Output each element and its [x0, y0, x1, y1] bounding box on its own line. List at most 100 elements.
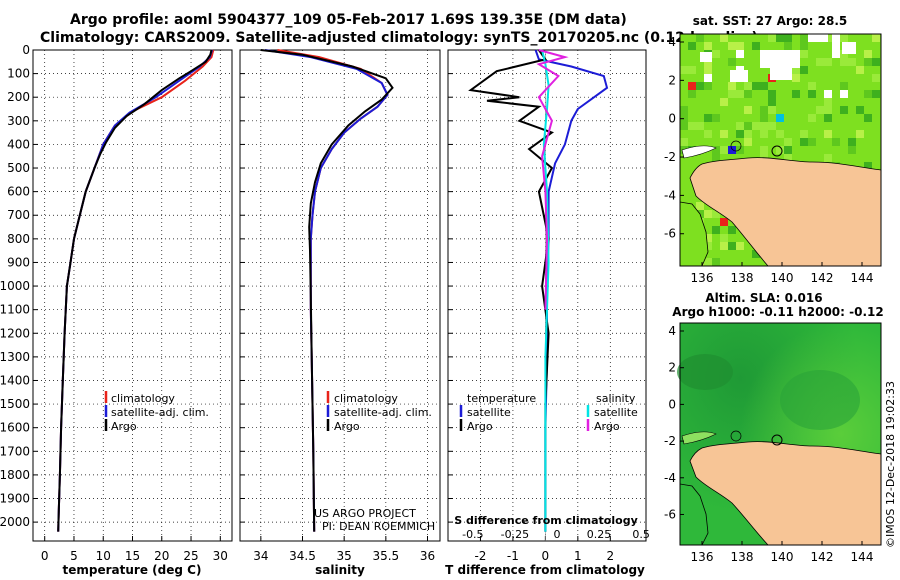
x-tick-label: -1: [507, 549, 519, 563]
sst-cell: [760, 122, 768, 130]
sst-cell: [784, 154, 792, 162]
depth-tick-label: 1100: [0, 303, 30, 317]
sst-map: [679, 33, 882, 267]
sst-cell: [800, 130, 808, 138]
map-y-label: -2: [664, 434, 676, 448]
legend-sal-clim: climatology: [334, 392, 398, 405]
sst-cell: [712, 114, 720, 122]
sst-cell: [824, 130, 832, 138]
map-y-label: 0: [668, 397, 676, 411]
sst-gap: [760, 50, 800, 68]
sst-cell: [704, 234, 712, 242]
sst-cell: [808, 82, 816, 90]
sst-cell: [744, 130, 752, 138]
legend-diff-sal-argo: Argo: [594, 420, 620, 433]
map-x-label: 144: [851, 271, 874, 285]
sst-cell: [736, 50, 744, 58]
sst-cell: [824, 98, 832, 106]
sst-cell: [840, 58, 848, 66]
sst-cell: [696, 82, 704, 90]
map-x-label: 136: [691, 271, 714, 285]
map-y-label: -4: [664, 188, 676, 202]
sst-cell: [840, 106, 848, 114]
sst-cell: [864, 90, 872, 98]
x-tick-label: 36: [420, 549, 435, 563]
depth-tick-label: 1200: [0, 326, 30, 340]
sst-cell: [824, 154, 832, 162]
sla-map: [677, 322, 882, 546]
difference-xlabel: T difference from climatology: [445, 563, 645, 577]
legend-sal-argo: Argo: [334, 420, 360, 433]
sst-cell: [728, 42, 736, 50]
map-y-label: 2: [668, 361, 676, 375]
sst-cell: [728, 242, 736, 250]
sst-cell: [728, 82, 736, 90]
s-tick-label: 0: [553, 528, 560, 541]
sst-cell: [848, 138, 856, 146]
sst-cell: [736, 122, 744, 130]
depth-tick-label: 900: [7, 255, 30, 269]
series-temperature-argo: [468, 49, 555, 532]
sst-cell: [712, 258, 720, 266]
series-argo: [260, 49, 394, 532]
x-tick-label: 35.5: [372, 549, 399, 563]
temperature-xlabel: temperature (deg C): [63, 563, 202, 577]
sst-cell: [688, 42, 696, 50]
sst-cell: [824, 114, 832, 122]
sst-cell: [760, 82, 768, 90]
sst-cell: [768, 122, 776, 130]
sst-cell: [808, 90, 816, 98]
sst-cell: [872, 74, 880, 82]
sst-cell: [792, 66, 800, 74]
sst-cell: [704, 258, 712, 266]
depth-tick-label: 1900: [0, 492, 30, 506]
sst-cell: [728, 90, 736, 98]
credit-line-1: US ARGO PROJECT: [314, 507, 416, 520]
sst-cell: [824, 58, 832, 66]
x-tick-label: 30: [213, 549, 228, 563]
map-y-label: -6: [664, 507, 676, 521]
sst-cell: [704, 130, 712, 138]
sst-cell: [824, 90, 832, 98]
sst-cell: [840, 90, 848, 98]
sst-cell: [680, 106, 688, 114]
depth-tick-label: 1500: [0, 397, 30, 411]
credit-line-2: PI: DEAN ROEMMICH: [322, 520, 435, 533]
x-tick-label: 34.5: [289, 549, 316, 563]
legend-diff-temp-argo: Argo: [467, 420, 493, 433]
map-x-label: 144: [851, 550, 874, 564]
x-tick-label: 20: [154, 549, 169, 563]
sst-cell: [792, 90, 800, 98]
sst-gap: [730, 70, 748, 82]
sst-cell: [768, 90, 776, 98]
legend-temp-argo: Argo: [111, 420, 137, 433]
sst-cell: [752, 82, 760, 90]
sst-cell: [784, 34, 792, 42]
sst-cell: [736, 130, 744, 138]
sst-cell: [760, 114, 768, 122]
depth-tick-label: 1400: [0, 373, 30, 387]
sst-cell: [712, 146, 720, 154]
depth-tick-label: 800: [7, 232, 30, 246]
sst-cell: [864, 162, 872, 170]
salinity-plot: 34 34.5 35 35.5 36: [240, 49, 440, 563]
sst-cell: [704, 210, 712, 218]
sst-cell: [816, 106, 824, 114]
sst-cell: [736, 90, 744, 98]
sst-gap: [700, 52, 712, 62]
sst-cell: [680, 138, 688, 146]
sst-cell: [864, 114, 872, 122]
x-tick-label: 1: [574, 549, 582, 563]
sst-cell: [776, 130, 784, 138]
sst-cell: [688, 122, 696, 130]
sst-cell: [800, 34, 808, 42]
x-tick-label: 35: [337, 549, 352, 563]
depth-tick-label: 400: [7, 137, 30, 151]
sst-cell: [784, 138, 792, 146]
map-x-label: 142: [811, 271, 834, 285]
salinity-panel: [239, 49, 441, 542]
x-tick-label: 10: [96, 549, 111, 563]
sst-cell: [824, 106, 832, 114]
sst-cell: [856, 106, 864, 114]
